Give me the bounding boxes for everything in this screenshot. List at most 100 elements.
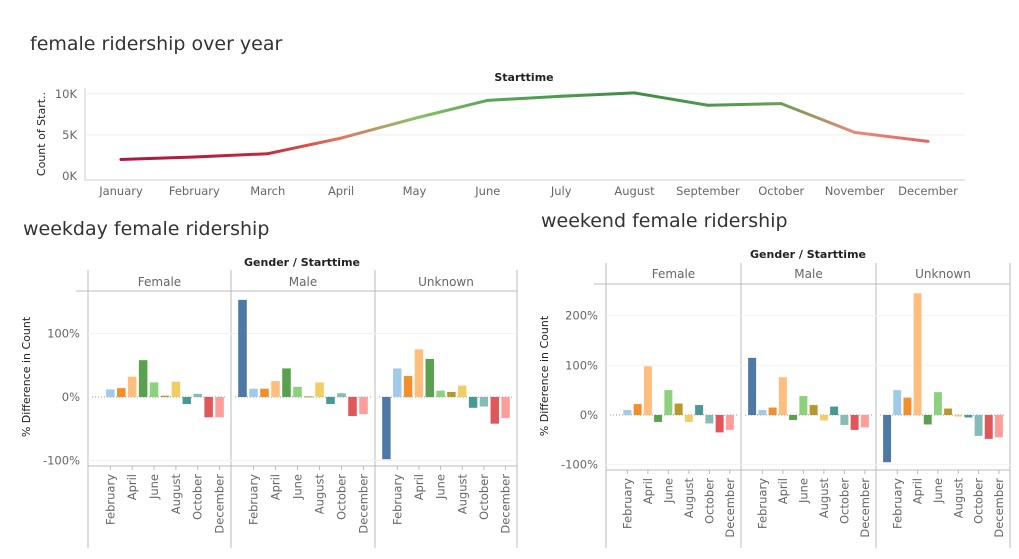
line-segment-november <box>853 130 930 143</box>
weekday-x-tick-label: June <box>147 474 161 500</box>
weekday-x-tick-label: February <box>390 474 404 525</box>
weekend-x-tick-label: August <box>682 478 696 519</box>
weekend-x-tick-label: December <box>992 478 1006 538</box>
weekday-panel-label-unknown: Unknown <box>418 275 474 289</box>
weekday-bar-female-9 <box>182 397 192 404</box>
weekday-bar-unknown-6 <box>436 390 445 397</box>
weekday-x-tick-label: April <box>125 474 139 500</box>
line-segment-june <box>486 94 563 102</box>
weekend-bar-unknown-3 <box>903 397 912 415</box>
line-chart-title: female ridership over year <box>30 33 283 55</box>
weekend-bar-unknown-9 <box>964 415 973 418</box>
weekday-x-tick-label: June <box>291 474 305 500</box>
weekend-bar-male-10 <box>840 415 849 425</box>
weekend-panel-label-female: Female <box>652 267 695 281</box>
weekend-y-tick-label: 100% <box>565 358 598 372</box>
weekday-x-tick-label: February <box>247 474 261 525</box>
line-segment-january <box>119 155 196 161</box>
weekend-bar-unknown-10 <box>974 415 983 436</box>
line-chart-header: Starttime <box>494 71 553 84</box>
weekend-y-tick-label: 200% <box>565 309 598 323</box>
weekend-bar-female-3 <box>633 404 642 415</box>
weekday-bar-male-9 <box>326 397 335 404</box>
weekday-panel-label-female: Female <box>138 275 181 289</box>
weekday-x-tick-label: April <box>269 474 283 500</box>
weekday-x-tick-label: August <box>455 474 469 515</box>
weekend-x-tick-label: June <box>931 478 945 504</box>
line-y-axis-label: Count of Start.. <box>35 92 48 176</box>
weekday-x-tick-label: December <box>213 474 227 534</box>
weekday-bar-female-8 <box>171 381 181 397</box>
weekday-bar-male-4 <box>271 381 280 397</box>
weekday-y-tick-label: -100% <box>43 454 80 468</box>
weekend-bar-female-8 <box>684 415 693 422</box>
weekday-header: Gender / Starttime <box>244 256 360 269</box>
line-segment-october <box>779 102 857 134</box>
weekday-bar-female-10 <box>193 393 202 397</box>
weekend-x-tick-label: April <box>776 478 790 504</box>
weekend-bar-male-7 <box>809 405 818 415</box>
weekday-x-tick-label: August <box>313 474 327 515</box>
weekday-bar-female-11 <box>204 397 213 418</box>
weekend-bar-female-5 <box>654 415 663 422</box>
weekday-y-tick-label: 100% <box>47 327 80 341</box>
weekend-panel-label-male: Male <box>794 267 822 281</box>
weekday-bar-female-7 <box>160 395 170 397</box>
line-segment-july <box>559 91 637 98</box>
weekday-x-tick-label: October <box>477 474 491 520</box>
line-x-tick-label: July <box>550 184 572 198</box>
weekday-bar-unknown-9 <box>468 397 478 408</box>
weekend-chart-title: weekend female ridership <box>541 210 788 232</box>
weekday-x-tick-label: February <box>103 474 117 525</box>
weekday-bar-unknown-5 <box>425 358 434 397</box>
weekend-bar-female-11 <box>715 415 724 433</box>
weekend-bar-unknown-5 <box>923 415 932 425</box>
weekend-bar-unknown-7 <box>944 408 953 415</box>
weekend-x-tick-label: December <box>858 478 872 538</box>
weekday-bar-female-4 <box>127 376 137 397</box>
weekday-y-axis-label: % Difference in Count <box>20 316 33 437</box>
weekend-x-tick-label: April <box>911 478 925 504</box>
weekend-bar-unknown-11 <box>984 415 993 439</box>
weekday-bar-male-2 <box>249 388 258 397</box>
weekend-x-tick-label: October <box>972 478 986 524</box>
weekend-bar-unknown-8 <box>954 415 963 417</box>
weekend-x-tick-label: October <box>702 478 716 524</box>
weekend-x-tick-label: June <box>796 478 810 504</box>
line-x-tick-label: February <box>169 184 220 198</box>
weekend-y-tick-label: 0% <box>580 408 598 422</box>
line-segment-august <box>633 91 710 107</box>
weekend-bar-male-2 <box>758 410 767 415</box>
weekend-bar-female-10 <box>705 415 714 424</box>
weekend-bar-female-9 <box>695 405 704 415</box>
weekend-bar-unknown-1 <box>883 415 892 463</box>
weekday-bar-female-12 <box>215 397 224 418</box>
weekday-bar-unknown-2 <box>393 368 402 397</box>
weekend-bar-male-5 <box>789 415 798 420</box>
weekday-bar-male-8 <box>315 382 324 397</box>
weekday-bar-unknown-11 <box>490 397 499 424</box>
weekday-x-tick-label: October <box>335 474 349 520</box>
weekday-x-tick-label: December <box>499 474 513 534</box>
weekday-y-tick-label: 0% <box>62 390 80 404</box>
line-x-tick-label: October <box>758 184 804 198</box>
weekend-x-tick-label: February <box>755 478 769 529</box>
line-x-tick-label: September <box>676 184 740 198</box>
weekend-bar-female-7 <box>674 403 683 415</box>
weekday-bar-unknown-10 <box>479 397 489 407</box>
weekday-bar-male-11 <box>348 397 357 417</box>
weekday-bar-male-3 <box>260 388 269 397</box>
weekend-panel-label-unknown: Unknown <box>915 267 971 281</box>
weekend-bar-female-6 <box>664 390 673 415</box>
line-y-tick-label: 0K <box>62 169 77 183</box>
weekday-x-tick-label: December <box>357 474 371 534</box>
weekend-bar-female-4 <box>643 366 652 415</box>
line-x-tick-label: March <box>250 184 285 198</box>
weekday-bar-unknown-1 <box>382 397 391 460</box>
weekday-bar-unknown-7 <box>447 391 456 397</box>
weekend-bar-male-12 <box>860 415 869 428</box>
weekend-x-tick-label: December <box>723 478 737 538</box>
weekend-bar-male-3 <box>768 407 777 415</box>
line-segment-september <box>706 102 783 107</box>
